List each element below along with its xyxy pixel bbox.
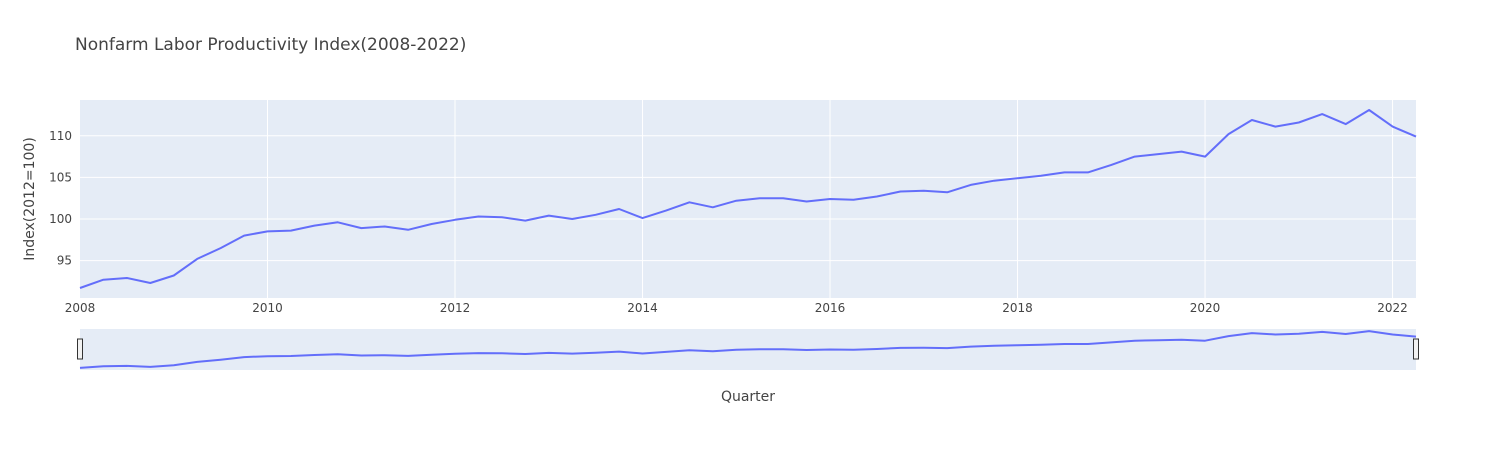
data-point[interactable] [663,208,669,214]
data-point[interactable] [1413,134,1419,140]
data-point[interactable] [640,215,646,221]
data-point[interactable] [1319,111,1325,117]
range-slider-line [79,330,1417,369]
data-point[interactable] [171,273,177,279]
data-point[interactable] [968,182,974,188]
data-point[interactable] [1366,107,1372,113]
x-axis-title: Quarter [721,389,775,405]
range-slider-right-handle[interactable] [1413,338,1419,360]
x-tick-label: 2008 [65,301,96,315]
y-tick-label: 100 [49,212,72,226]
data-point[interactable] [546,213,552,219]
x-tick-label: 2018 [1002,301,1033,315]
data-point[interactable] [1085,169,1091,175]
x-tick-label: 2020 [1190,301,1221,315]
data-point[interactable] [1249,117,1255,123]
data-point[interactable] [1155,151,1161,157]
series-line [79,109,1417,289]
data-point[interactable] [780,195,786,201]
x-axis-ticks: 2008 2010 2012 2014 2016 2018 2020 2022 [65,301,1408,315]
y-axis-title: Index(2012=100) [22,137,38,261]
data-point[interactable] [851,197,857,203]
data-point[interactable] [77,285,83,291]
x-tick-label: 2016 [815,301,846,315]
data-point[interactable] [1108,162,1114,168]
data-point[interactable] [921,188,927,194]
y-axis-ticks: 95 100 105 110 [49,129,72,268]
data-point[interactable] [1202,154,1208,160]
data-point[interactable] [991,178,997,184]
data-point[interactable] [194,256,200,262]
x-tick-label: 2012 [440,301,471,315]
x-tick-label: 2014 [627,301,658,315]
chart-title: Nonfarm Labor Productivity Index(2008-20… [75,35,466,55]
data-point[interactable] [733,198,739,204]
data-point[interactable] [569,216,575,222]
data-point[interactable] [288,228,294,234]
data-point[interactable] [757,195,763,201]
x-gridlines [267,100,1394,298]
data-point[interactable] [522,218,528,224]
data-point[interactable] [382,224,388,230]
data-point[interactable] [1015,175,1021,181]
data-point[interactable] [499,214,505,220]
data-point[interactable] [1132,154,1138,160]
data-point[interactable] [476,214,482,220]
y-tick-label: 105 [49,170,72,184]
data-point[interactable] [874,194,880,200]
data-point[interactable] [311,223,317,229]
data-point[interactable] [335,219,341,225]
data-point[interactable] [358,225,364,231]
data-point[interactable] [710,204,716,210]
y-tick-label: 110 [49,129,72,143]
data-point[interactable] [1179,149,1185,155]
data-point[interactable] [1061,169,1067,175]
data-point[interactable] [1038,173,1044,179]
data-point[interactable] [804,199,810,205]
y-gridlines [80,135,1416,262]
range-slider[interactable] [77,329,1419,370]
data-point[interactable] [124,275,130,281]
data-point[interactable] [100,277,106,283]
data-point[interactable] [1390,124,1396,130]
data-point[interactable] [1226,131,1232,137]
data-point[interactable] [897,189,903,195]
data-point[interactable] [147,280,153,286]
x-tick-label: 2022 [1377,301,1408,315]
data-point[interactable] [429,221,435,227]
data-point[interactable] [265,228,271,234]
x-tick-label: 2010 [252,301,283,315]
data-point[interactable] [686,199,692,205]
data-point[interactable] [405,227,411,233]
data-point[interactable] [1296,120,1302,126]
data-point[interactable] [452,217,458,223]
data-point[interactable] [944,189,950,195]
data-point[interactable] [616,206,622,212]
data-point[interactable] [1272,124,1278,130]
data-point[interactable] [1343,121,1349,127]
range-slider-left-handle[interactable] [77,338,83,360]
data-point[interactable] [593,212,599,218]
data-point[interactable] [241,233,247,239]
data-point[interactable] [827,196,833,202]
data-point[interactable] [218,245,224,251]
y-tick-label: 95 [57,254,72,268]
